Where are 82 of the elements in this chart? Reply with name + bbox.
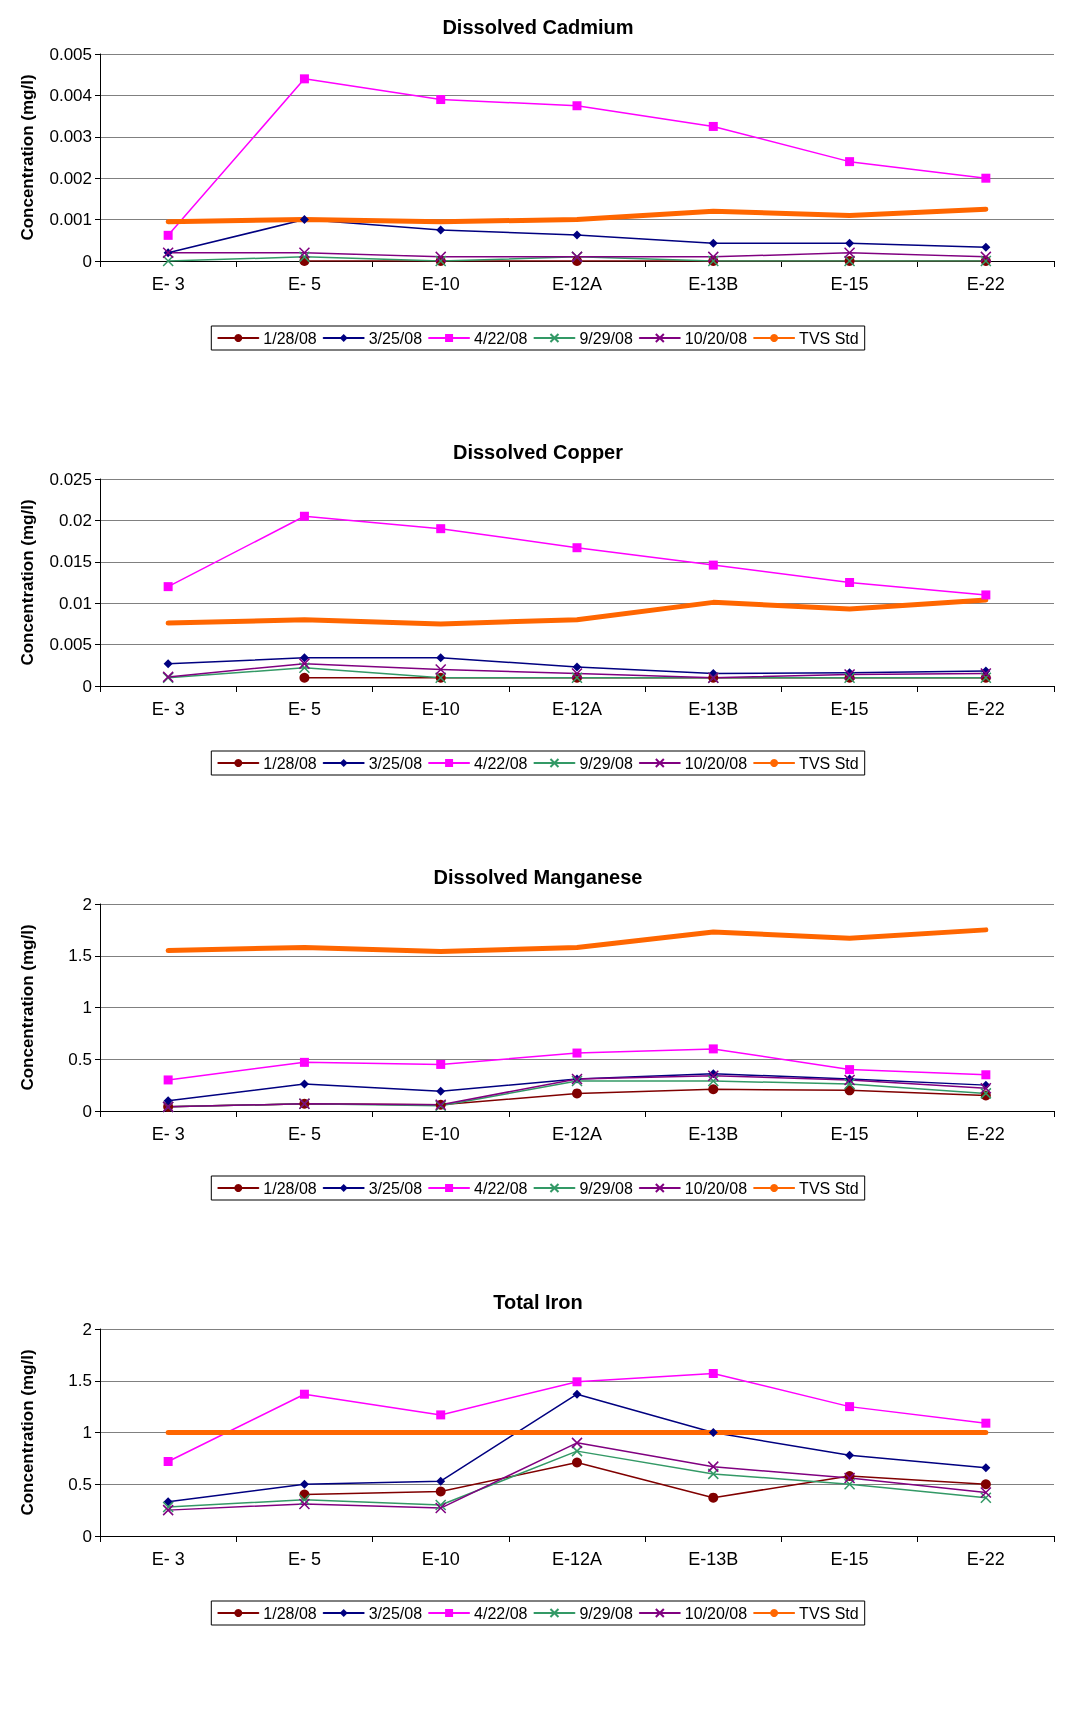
x-tick-label: E-12A bbox=[551, 274, 603, 294]
legend-label: 9/29/08 bbox=[579, 1179, 633, 1197]
legend-label: 4/22/08 bbox=[474, 329, 528, 347]
legend-label: 9/29/08 bbox=[579, 754, 633, 772]
x-tick-label: E- 3 bbox=[151, 1549, 185, 1569]
x-tick-label: E- 5 bbox=[287, 699, 321, 719]
legend-label: 10/20/08 bbox=[684, 1179, 748, 1197]
x-tick-label: E- 5 bbox=[287, 1549, 321, 1569]
x-tick-label: E-10 bbox=[421, 699, 460, 719]
y-tick-label: 2 bbox=[82, 1319, 92, 1339]
x-tick-label: E-22 bbox=[966, 699, 1005, 719]
y-tick-label: 1.5 bbox=[68, 946, 92, 966]
legend-label: 10/20/08 bbox=[684, 754, 748, 772]
y-tick-label: 0 bbox=[82, 1526, 92, 1546]
chart-title: Dissolved Copper bbox=[452, 441, 624, 463]
x-tick-label: E-13B bbox=[688, 699, 739, 719]
legend-label: TVS Std bbox=[799, 1179, 859, 1197]
legend-label: 1/28/08 bbox=[263, 754, 317, 772]
legend-label: TVS Std bbox=[799, 329, 859, 347]
legend-label: 4/22/08 bbox=[474, 1179, 528, 1197]
y-tick-label: 0.01 bbox=[58, 593, 92, 613]
x-tick-label: E-10 bbox=[421, 1549, 460, 1569]
y-axis-title: Concentration (mg/l) bbox=[18, 1349, 37, 1516]
y-tick-label: 0.001 bbox=[49, 210, 92, 230]
y-tick-label: 0.5 bbox=[68, 1049, 92, 1069]
legend-label: 4/22/08 bbox=[474, 754, 528, 772]
legend-label: 9/29/08 bbox=[579, 1604, 633, 1622]
y-tick-label: 0.02 bbox=[58, 510, 92, 530]
x-tick-label: E-13B bbox=[688, 1549, 739, 1569]
y-tick-label: 0.025 bbox=[49, 469, 92, 489]
legend-label: 3/25/08 bbox=[368, 329, 423, 347]
legend-label: 1/28/08 bbox=[263, 1179, 317, 1197]
x-tick-label: E-12A bbox=[551, 1549, 603, 1569]
y-tick-label: 0.5 bbox=[68, 1474, 92, 1494]
legend-label: 4/22/08 bbox=[474, 1604, 528, 1622]
x-tick-label: E-10 bbox=[421, 274, 460, 294]
y-tick-label: 0 bbox=[82, 1101, 92, 1121]
y-tick-label: 2 bbox=[82, 894, 92, 914]
x-tick-label: E-12A bbox=[551, 699, 603, 719]
x-tick-label: E-15 bbox=[830, 1124, 869, 1144]
legend-label: 10/20/08 bbox=[684, 329, 748, 347]
y-tick-label: 0 bbox=[82, 251, 92, 271]
legend-label: 9/29/08 bbox=[579, 329, 633, 347]
x-tick-label: E-22 bbox=[966, 1549, 1005, 1569]
x-tick-label: E-13B bbox=[688, 274, 739, 294]
y-axis-title: Concentration (mg/l) bbox=[18, 499, 37, 666]
y-tick-label: 0.002 bbox=[49, 168, 92, 188]
chart-title: Total Iron bbox=[493, 1291, 583, 1313]
y-axis-title: Concentration (mg/l) bbox=[18, 924, 37, 1091]
legend-label: 3/25/08 bbox=[368, 1179, 423, 1197]
legend-label: 3/25/08 bbox=[368, 754, 423, 772]
x-tick-label: E- 3 bbox=[151, 699, 185, 719]
x-tick-label: E-12A bbox=[551, 1124, 603, 1144]
y-tick-label: 0.005 bbox=[49, 44, 92, 64]
x-tick-label: E-15 bbox=[830, 1549, 869, 1569]
chart-title: Dissolved Cadmium bbox=[442, 16, 634, 38]
legend-label: TVS Std bbox=[799, 754, 859, 772]
x-tick-label: E- 3 bbox=[151, 1124, 185, 1144]
y-tick-label: 0.004 bbox=[49, 85, 92, 105]
x-tick-label: E-15 bbox=[830, 274, 869, 294]
y-tick-label: 0 bbox=[82, 676, 92, 696]
y-axis-title: Concentration (mg/l) bbox=[18, 74, 37, 241]
x-tick-label: E-22 bbox=[966, 1124, 1005, 1144]
legend-label: 1/28/08 bbox=[263, 329, 317, 347]
x-tick-label: E-15 bbox=[830, 699, 869, 719]
y-tick-label: 0.005 bbox=[49, 635, 92, 655]
y-tick-label: 1.5 bbox=[68, 1371, 92, 1391]
y-tick-label: 1 bbox=[82, 998, 92, 1017]
legend-label: 1/28/08 bbox=[263, 1604, 317, 1622]
legend-label: TVS Std bbox=[799, 1604, 859, 1622]
y-tick-label: 0.003 bbox=[49, 127, 92, 147]
x-tick-label: E-22 bbox=[966, 274, 1005, 294]
x-tick-label: E- 3 bbox=[151, 274, 185, 294]
chart-title: Dissolved Manganese bbox=[433, 866, 643, 888]
y-tick-label: 1 bbox=[82, 1423, 92, 1442]
x-tick-label: E-10 bbox=[421, 1124, 460, 1144]
x-tick-label: E- 5 bbox=[287, 274, 321, 294]
legend-label: 3/25/08 bbox=[368, 1604, 423, 1622]
x-tick-label: E-13B bbox=[688, 1124, 739, 1144]
legend-label: 10/20/08 bbox=[684, 1604, 748, 1622]
x-tick-label: E- 5 bbox=[287, 1124, 321, 1144]
y-tick-label: 0.015 bbox=[49, 552, 92, 572]
